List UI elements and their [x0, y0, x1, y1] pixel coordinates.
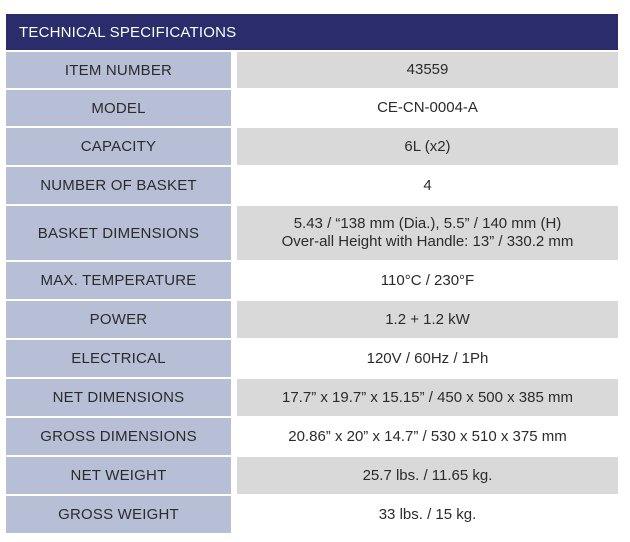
spec-value-line: 43559 [406, 61, 449, 78]
spec-value-line: 33 lbs. / 15 kg. [378, 505, 477, 523]
spec-value: 17.7” x 19.7” x 15.15” / 450 x 500 x 385… [237, 379, 618, 416]
spec-label: POWER [6, 301, 231, 338]
spec-label: MODEL [6, 90, 231, 126]
spec-row-gross-dimensions: GROSS DIMENSIONS 20.86” x 20” x 14.7” / … [6, 418, 618, 455]
spec-value-line: 4 [423, 176, 432, 194]
spec-label: ITEM NUMBER [6, 52, 231, 88]
spec-value: 120V / 60Hz / 1Ph [237, 340, 618, 377]
spec-label: NUMBER OF BASKET [6, 167, 231, 204]
spec-row-power: POWER 1.2 + 1.2 kW [6, 301, 618, 338]
spec-row-basket-dimensions: BASKET DIMENSIONS 5.43 / “138 mm (Dia.),… [6, 206, 618, 260]
spec-value: 6L (x2) [237, 128, 618, 165]
spec-row-net-weight: NET WEIGHT 25.7 lbs. / 11.65 kg. [6, 457, 618, 494]
spec-value: 43559 [237, 52, 618, 88]
spec-value: 5.43 / “138 mm (Dia.), 5.5” / 140 mm (H)… [237, 206, 618, 260]
spec-label: CAPACITY [6, 128, 231, 165]
spec-row-capacity: CAPACITY 6L (x2) [6, 128, 618, 165]
spec-value-line: 17.7” x 19.7” x 15.15” / 450 x 500 x 385… [282, 388, 573, 406]
spec-value-line: 1.2 + 1.2 kW [385, 310, 470, 328]
spec-row-model: MODEL CE-CN-0004-A [6, 90, 618, 126]
spec-row-gross-weight: GROSS WEIGHT 33 lbs. / 15 kg. [6, 496, 618, 533]
spec-label: MAX. TEMPERATURE [6, 262, 231, 299]
spec-value-line: Over-all Height with Handle: 13” / 330.2… [281, 233, 574, 250]
spec-value: 20.86” x 20” x 14.7” / 530 x 510 x 375 m… [237, 418, 618, 455]
spec-label: BASKET DIMENSIONS [6, 206, 231, 260]
spec-row-net-dimensions: NET DIMENSIONS 17.7” x 19.7” x 15.15” / … [6, 379, 618, 416]
spec-row-electrical: ELECTRICAL 120V / 60Hz / 1Ph [6, 340, 618, 377]
spec-value-line: 110°C / 230°F [380, 271, 475, 289]
spec-label: NET DIMENSIONS [6, 379, 231, 416]
spec-value: 33 lbs. / 15 kg. [237, 496, 618, 533]
spec-label: GROSS WEIGHT [6, 496, 231, 533]
spec-value: 1.2 + 1.2 kW [237, 301, 618, 338]
spec-row-number-of-basket: NUMBER OF BASKET 4 [6, 167, 618, 204]
spec-value: CE-CN-0004-A [237, 90, 618, 126]
spec-label: ELECTRICAL [6, 340, 231, 377]
spec-label: NET WEIGHT [6, 457, 231, 494]
spec-value-line: 25.7 lbs. / 11.65 kg. [362, 466, 493, 484]
spec-row-max-temperature: MAX. TEMPERATURE 110°C / 230°F [6, 262, 618, 299]
spec-row-item-number: ITEM NUMBER 43559 [6, 52, 618, 88]
spec-value-line: CE-CN-0004-A [377, 99, 478, 116]
spec-value-line: 120V / 60Hz / 1Ph [366, 349, 489, 367]
spec-value-line: 20.86” x 20” x 14.7” / 530 x 510 x 375 m… [288, 427, 567, 445]
spec-value-line: 5.43 / “138 mm (Dia.), 5.5” / 140 mm (H) [293, 215, 562, 232]
spec-value: 4 [237, 167, 618, 204]
spec-label: GROSS DIMENSIONS [6, 418, 231, 455]
table-title: TECHNICAL SPECIFICATIONS [6, 14, 618, 50]
spec-value: 25.7 lbs. / 11.65 kg. [237, 457, 618, 494]
spec-table: TECHNICAL SPECIFICATIONS ITEM NUMBER 435… [6, 14, 618, 533]
spec-value-line: 6L (x2) [404, 137, 451, 155]
spec-value: 110°C / 230°F [237, 262, 618, 299]
